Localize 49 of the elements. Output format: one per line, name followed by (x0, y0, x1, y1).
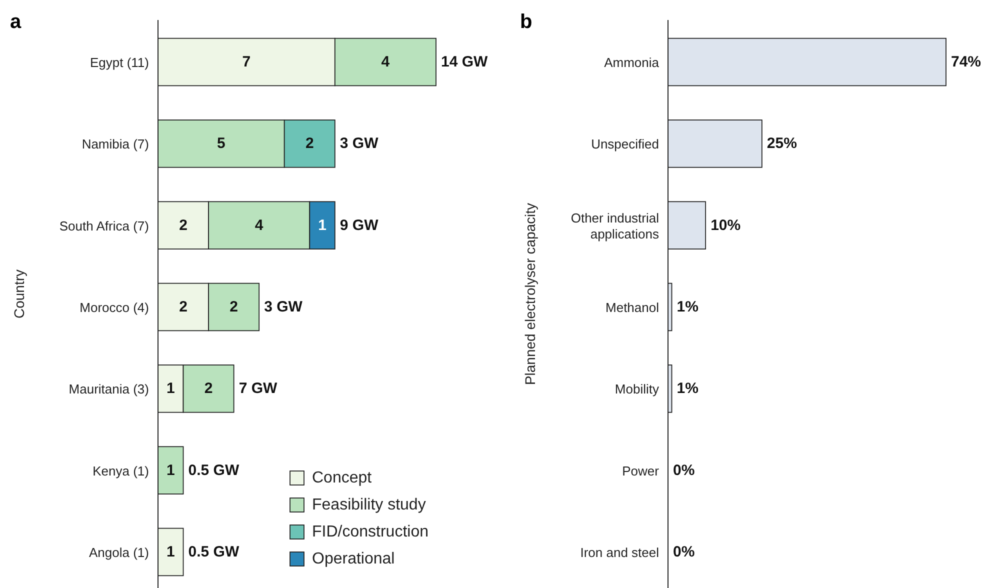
annotation: 9 GW (340, 216, 380, 234)
data-label: 25% (766, 135, 797, 152)
data-label: 1 (166, 543, 175, 560)
chart-title: a (10, 11, 22, 33)
y-tick-label: Angola (1) (89, 544, 149, 560)
data-label: 1% (676, 380, 698, 398)
data-label: 5 (217, 135, 226, 152)
y-axis-title: Planned electrolyser capacity (522, 202, 538, 386)
annotation: 0.5 GW (188, 543, 240, 560)
data-label: 2 (230, 298, 238, 316)
chart-title: b (520, 11, 532, 33)
data-label: 2 (179, 298, 188, 316)
data-label: 74% (951, 54, 982, 71)
data-label: 0% (673, 543, 695, 560)
y-axis-title: Country (11, 269, 27, 319)
data-label: 1 (166, 462, 175, 479)
data-label: 1 (318, 216, 326, 234)
legend-label: Feasibility study (312, 496, 426, 514)
y-tick-label: Power (622, 462, 660, 478)
data-label: 0% (673, 462, 695, 479)
data-label: 4 (254, 216, 264, 234)
y-tick-label: Ammonia (604, 54, 660, 70)
annotation: 7 GW (238, 380, 278, 398)
y-tick-label: Egypt (11) (90, 54, 149, 70)
y-tick-label: Morocco (4) (80, 300, 149, 314)
y-tick-label: Iron and steel (580, 544, 660, 560)
y-tick-label: Mobility (614, 381, 660, 396)
legend-label: Concept (312, 470, 372, 486)
y-tick-label: Kenya (1) (92, 462, 149, 478)
y-tick-label: Mauritania (3) (68, 381, 149, 396)
annotation: 3 GW (264, 298, 304, 316)
data-label: 10% (710, 216, 741, 234)
y-tick-label: Other industrial applications (570, 210, 660, 241)
annotation: 0.5 GW (188, 462, 240, 479)
annotation: 3 GW (340, 135, 380, 152)
y-tick-label: Unspecified (591, 136, 659, 152)
legend-label: FID/construction (312, 524, 428, 540)
annotation: 14 GW (441, 54, 489, 71)
data-label: 4 (381, 54, 390, 71)
y-tick-label: Namibia (7) (82, 136, 149, 152)
data-label: 2 (204, 380, 213, 398)
data-label: 1% (676, 298, 698, 316)
data-label: 2 (179, 216, 188, 234)
data-label: 7 (242, 54, 251, 71)
legend-label: Operational (312, 550, 395, 568)
data-label: 1 (166, 380, 175, 398)
y-tick-label: Methanol (606, 300, 660, 314)
y-tick-label: South Africa (7) (59, 218, 149, 233)
data-label: 2 (305, 135, 314, 152)
